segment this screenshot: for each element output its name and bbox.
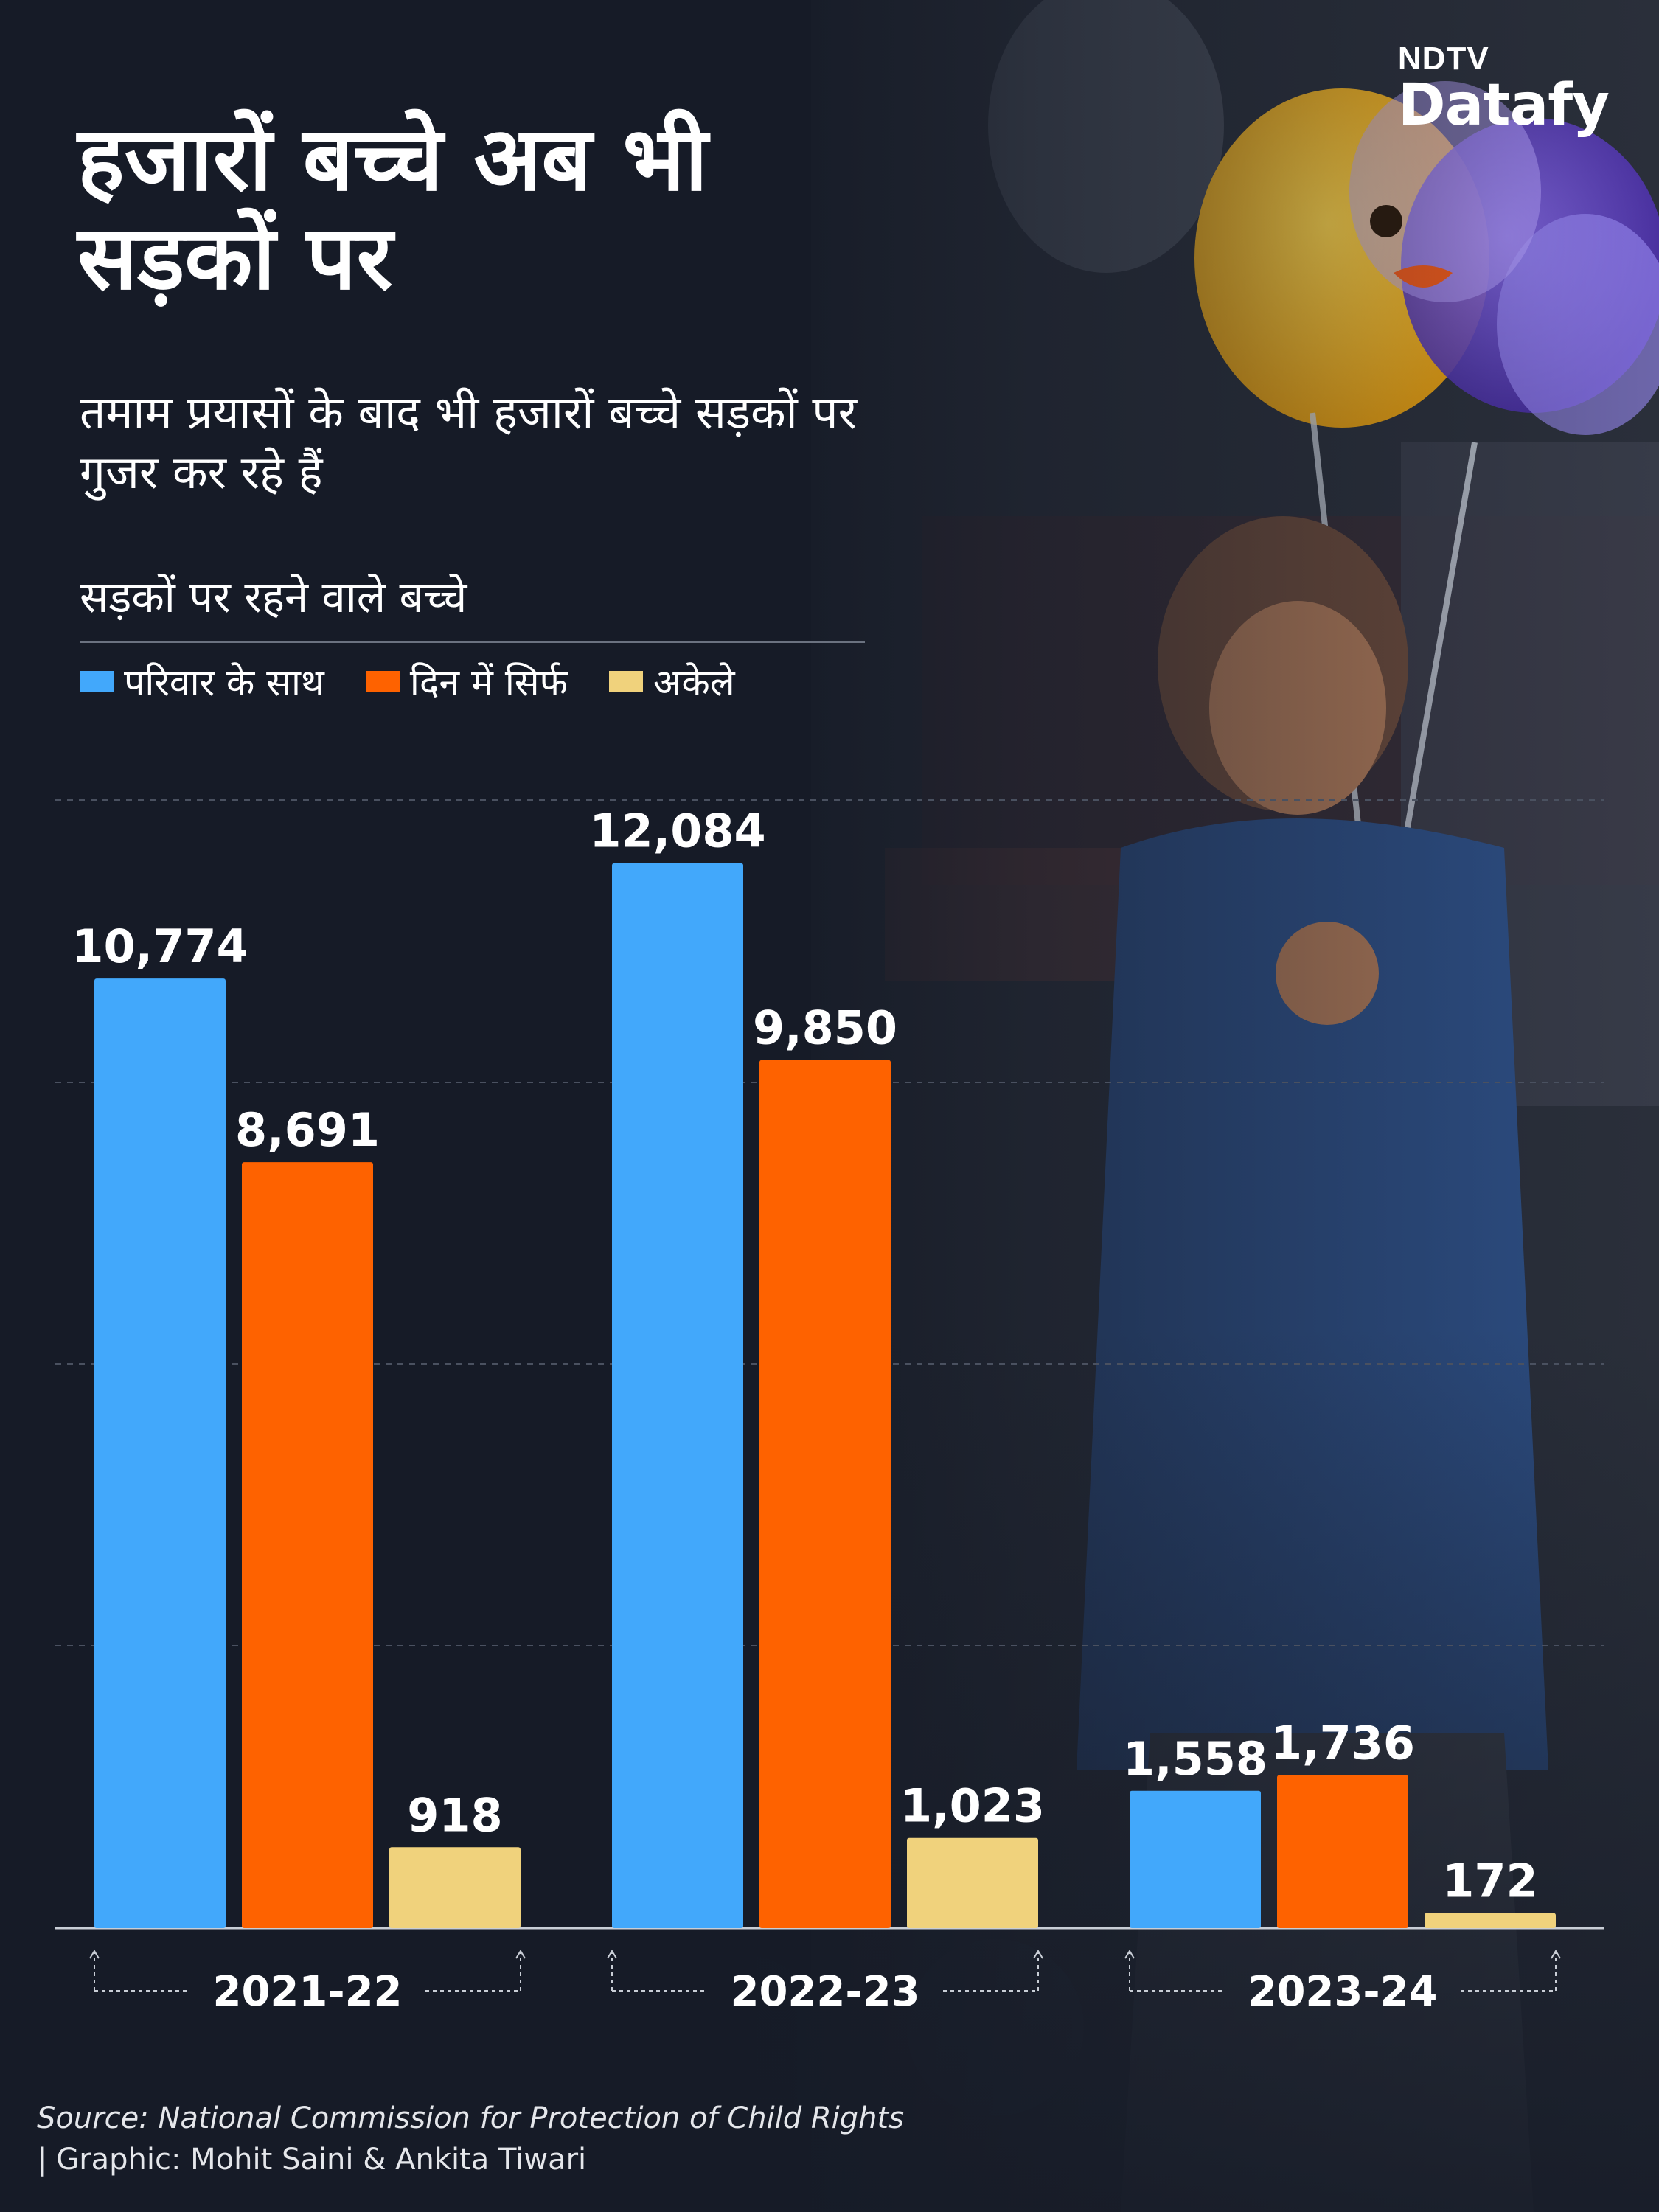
arrow-up-icon [1551,1950,1561,1959]
arrow-up-icon [607,1950,617,1959]
data-label: 12,084 [589,804,765,858]
legend-item-daytime-only: दिन में सिर्फ [365,656,568,706]
source-note: Source: National Commission for Protecti… [37,2098,904,2180]
divider [80,641,865,643]
data-label: 172 [1442,1854,1537,1907]
bar-दिन में सिर्फ-2022-23 [759,1060,891,1928]
bar-परिवार के साथ-2021-22 [94,978,226,1928]
bar-परिवार के साथ-2023-24 [1130,1790,1261,1928]
legend-swatch-orange [365,671,400,692]
x-tick-label: 2022-23 [730,1968,919,2016]
data-label: 8,691 [235,1103,380,1157]
ndtv-datafy-logo: NDTV Datafy [1397,41,1610,139]
arrow-up-icon [1033,1950,1043,1959]
data-label: 1,558 [1123,1732,1267,1786]
page-subtitle: तमाम प्रयासों के बाद भी हजारों बच्चे सड़… [80,386,857,499]
data-label: 9,850 [753,1001,897,1055]
arrow-up-icon [515,1950,526,1959]
chart-label: सड़कों पर रहने वाले बच्चे [80,572,467,622]
credit-line: | Graphic: Mohit Saini & Ankita Tiwari [37,2143,587,2177]
data-label: 10,774 [72,919,248,973]
arrow-up-icon [89,1950,100,1959]
logo-ndtv: NDTV [1397,41,1489,77]
page-title: हजारों बच्चे अब भी सड़कों पर [77,108,708,310]
legend-swatch-blue [80,671,114,692]
bar-परिवार के साथ-2022-23 [612,863,743,1928]
x-tick-label: 2021-22 [212,1968,402,2016]
data-label: 1,736 [1270,1716,1415,1770]
data-label: 1,023 [900,1779,1045,1833]
bar-अकेले-2023-24 [1425,1913,1556,1928]
bar-दिन में सिर्फ-2021-22 [242,1162,373,1928]
arrow-up-icon [1124,1950,1135,1959]
legend-swatch-yellow [609,671,644,692]
data-label: 918 [407,1788,502,1842]
bar-अकेले-2021-22 [389,1847,521,1928]
legend-label: दिन में सिर्फ [409,661,568,704]
chart-legend: परिवार के साथ दिन में सिर्फ अकेले [80,656,735,706]
bar-अकेले-2022-23 [907,1837,1038,1928]
bar-दिन में सिर्फ-2023-24 [1277,1775,1408,1928]
legend-item-with-family: परिवार के साथ [80,656,324,706]
legend-label: परिवार के साथ [124,661,324,704]
logo-datafy: Datafy [1397,72,1610,139]
x-tick-label: 2023-24 [1248,1968,1437,2016]
source-line: Source: National Commission for Protecti… [37,2101,905,2135]
legend-item-alone: अकेले [609,656,735,706]
legend-label: अकेले [653,661,735,704]
